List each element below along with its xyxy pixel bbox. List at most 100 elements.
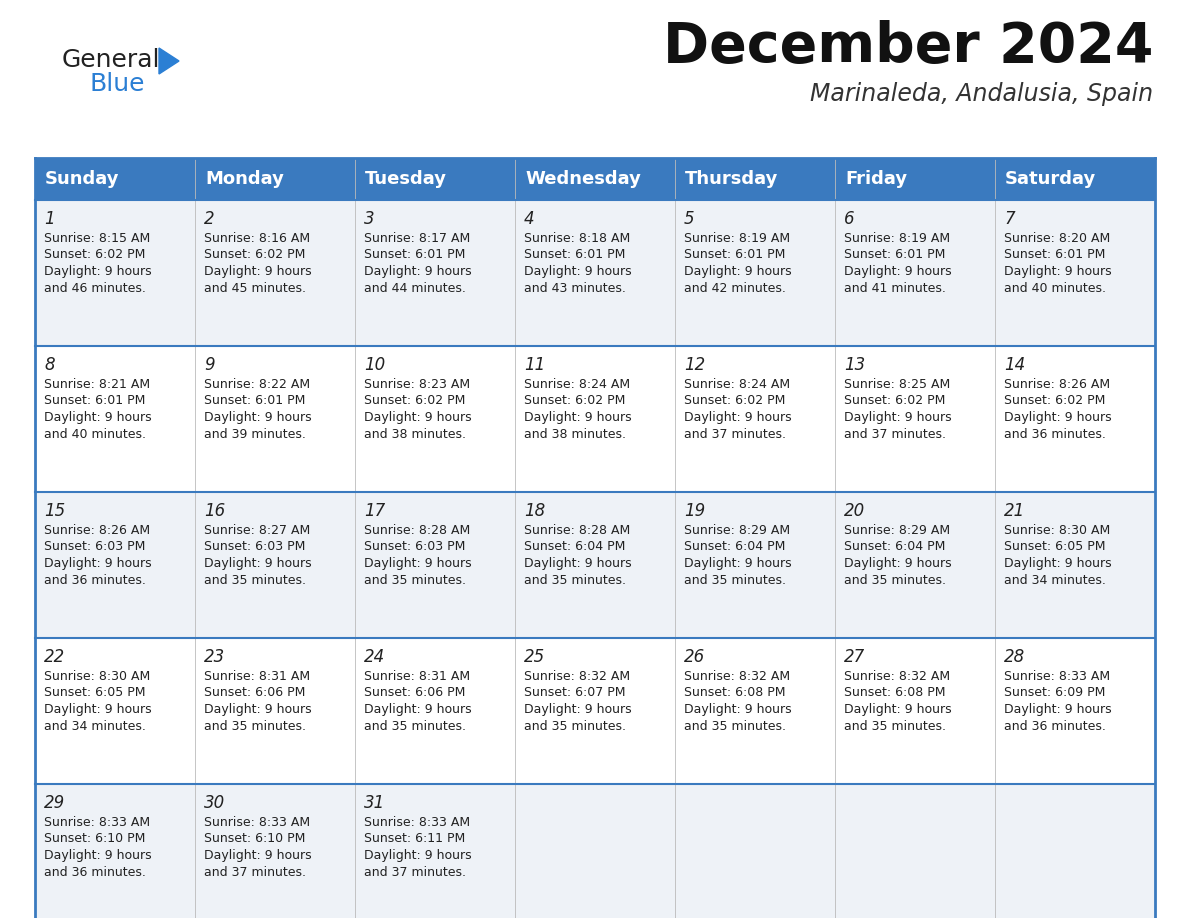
Text: 9: 9 bbox=[204, 356, 215, 374]
Text: 19: 19 bbox=[684, 502, 706, 520]
Text: 5: 5 bbox=[684, 210, 695, 228]
Text: Sunset: 6:01 PM: Sunset: 6:01 PM bbox=[44, 395, 145, 408]
Text: Daylight: 9 hours: Daylight: 9 hours bbox=[843, 411, 952, 424]
Text: Daylight: 9 hours: Daylight: 9 hours bbox=[684, 557, 791, 570]
Text: and 44 minutes.: and 44 minutes. bbox=[364, 282, 466, 295]
Text: Sunrise: 8:20 AM: Sunrise: 8:20 AM bbox=[1004, 232, 1111, 245]
Text: 14: 14 bbox=[1004, 356, 1025, 374]
Text: December 2024: December 2024 bbox=[663, 20, 1154, 74]
Text: and 35 minutes.: and 35 minutes. bbox=[204, 720, 307, 733]
Text: Daylight: 9 hours: Daylight: 9 hours bbox=[204, 557, 311, 570]
Text: Sunrise: 8:33 AM: Sunrise: 8:33 AM bbox=[364, 816, 470, 829]
Text: Sunset: 6:10 PM: Sunset: 6:10 PM bbox=[204, 833, 305, 845]
Text: Sunset: 6:06 PM: Sunset: 6:06 PM bbox=[364, 687, 466, 700]
Text: Sunrise: 8:33 AM: Sunrise: 8:33 AM bbox=[1004, 670, 1110, 683]
Text: Wednesday: Wednesday bbox=[525, 170, 640, 188]
Text: 23: 23 bbox=[204, 648, 226, 666]
Text: Monday: Monday bbox=[206, 170, 284, 188]
Text: and 43 minutes.: and 43 minutes. bbox=[524, 282, 626, 295]
Text: and 42 minutes.: and 42 minutes. bbox=[684, 282, 786, 295]
Text: Sunrise: 8:33 AM: Sunrise: 8:33 AM bbox=[204, 816, 310, 829]
Text: 24: 24 bbox=[364, 648, 385, 666]
Text: Sunrise: 8:32 AM: Sunrise: 8:32 AM bbox=[524, 670, 630, 683]
Text: Daylight: 9 hours: Daylight: 9 hours bbox=[524, 703, 632, 716]
Text: Tuesday: Tuesday bbox=[365, 170, 447, 188]
Text: and 36 minutes.: and 36 minutes. bbox=[44, 866, 146, 879]
Text: and 39 minutes.: and 39 minutes. bbox=[204, 428, 305, 441]
Text: Sunset: 6:03 PM: Sunset: 6:03 PM bbox=[44, 541, 145, 554]
Text: Daylight: 9 hours: Daylight: 9 hours bbox=[44, 849, 152, 862]
Text: Saturday: Saturday bbox=[1005, 170, 1097, 188]
Text: Sunset: 6:04 PM: Sunset: 6:04 PM bbox=[684, 541, 785, 554]
Text: Sunrise: 8:21 AM: Sunrise: 8:21 AM bbox=[44, 378, 150, 391]
Text: and 35 minutes.: and 35 minutes. bbox=[204, 574, 307, 587]
Text: Sunrise: 8:19 AM: Sunrise: 8:19 AM bbox=[843, 232, 950, 245]
Text: Sunset: 6:02 PM: Sunset: 6:02 PM bbox=[1004, 395, 1105, 408]
Text: Thursday: Thursday bbox=[685, 170, 778, 188]
Text: Daylight: 9 hours: Daylight: 9 hours bbox=[684, 703, 791, 716]
Text: 25: 25 bbox=[524, 648, 545, 666]
Text: Daylight: 9 hours: Daylight: 9 hours bbox=[524, 557, 632, 570]
Text: and 46 minutes.: and 46 minutes. bbox=[44, 282, 146, 295]
Text: 29: 29 bbox=[44, 794, 65, 812]
Text: Sunrise: 8:30 AM: Sunrise: 8:30 AM bbox=[1004, 524, 1111, 537]
Text: Sunset: 6:06 PM: Sunset: 6:06 PM bbox=[204, 687, 305, 700]
Text: Daylight: 9 hours: Daylight: 9 hours bbox=[1004, 265, 1112, 278]
Text: 1: 1 bbox=[44, 210, 55, 228]
Text: Marinaleda, Andalusia, Spain: Marinaleda, Andalusia, Spain bbox=[810, 82, 1154, 106]
Text: and 45 minutes.: and 45 minutes. bbox=[204, 282, 307, 295]
Text: Sunset: 6:01 PM: Sunset: 6:01 PM bbox=[524, 249, 625, 262]
Text: Sunrise: 8:27 AM: Sunrise: 8:27 AM bbox=[204, 524, 310, 537]
Text: 20: 20 bbox=[843, 502, 865, 520]
Bar bbox=[34, 492, 1155, 638]
Text: Daylight: 9 hours: Daylight: 9 hours bbox=[364, 703, 472, 716]
Text: 13: 13 bbox=[843, 356, 865, 374]
Text: Daylight: 9 hours: Daylight: 9 hours bbox=[1004, 411, 1112, 424]
Text: Daylight: 9 hours: Daylight: 9 hours bbox=[364, 849, 472, 862]
Text: 6: 6 bbox=[843, 210, 854, 228]
Text: Sunrise: 8:29 AM: Sunrise: 8:29 AM bbox=[843, 524, 950, 537]
Text: Sunset: 6:08 PM: Sunset: 6:08 PM bbox=[684, 687, 785, 700]
Text: Daylight: 9 hours: Daylight: 9 hours bbox=[684, 411, 791, 424]
Text: and 35 minutes.: and 35 minutes. bbox=[843, 574, 946, 587]
Text: Daylight: 9 hours: Daylight: 9 hours bbox=[204, 849, 311, 862]
Text: Daylight: 9 hours: Daylight: 9 hours bbox=[524, 411, 632, 424]
Text: and 36 minutes.: and 36 minutes. bbox=[1004, 720, 1106, 733]
Text: 4: 4 bbox=[524, 210, 535, 228]
Text: and 36 minutes.: and 36 minutes. bbox=[1004, 428, 1106, 441]
Text: Friday: Friday bbox=[845, 170, 908, 188]
Text: Sunrise: 8:29 AM: Sunrise: 8:29 AM bbox=[684, 524, 790, 537]
Text: Daylight: 9 hours: Daylight: 9 hours bbox=[843, 703, 952, 716]
Text: Sunset: 6:01 PM: Sunset: 6:01 PM bbox=[684, 249, 785, 262]
Bar bbox=[34, 200, 1155, 346]
Text: 3: 3 bbox=[364, 210, 374, 228]
Text: Sunset: 6:10 PM: Sunset: 6:10 PM bbox=[44, 833, 145, 845]
Text: Sunrise: 8:31 AM: Sunrise: 8:31 AM bbox=[364, 670, 470, 683]
Text: Sunrise: 8:18 AM: Sunrise: 8:18 AM bbox=[524, 232, 631, 245]
Text: 8: 8 bbox=[44, 356, 55, 374]
Text: Daylight: 9 hours: Daylight: 9 hours bbox=[44, 557, 152, 570]
Text: Sunrise: 8:31 AM: Sunrise: 8:31 AM bbox=[204, 670, 310, 683]
Text: and 38 minutes.: and 38 minutes. bbox=[364, 428, 466, 441]
Text: 27: 27 bbox=[843, 648, 865, 666]
Text: Sunrise: 8:23 AM: Sunrise: 8:23 AM bbox=[364, 378, 470, 391]
Text: Daylight: 9 hours: Daylight: 9 hours bbox=[204, 703, 311, 716]
Text: and 34 minutes.: and 34 minutes. bbox=[44, 720, 146, 733]
Text: Daylight: 9 hours: Daylight: 9 hours bbox=[684, 265, 791, 278]
Text: Sunset: 6:01 PM: Sunset: 6:01 PM bbox=[204, 395, 305, 408]
Text: Sunrise: 8:32 AM: Sunrise: 8:32 AM bbox=[684, 670, 790, 683]
Text: Daylight: 9 hours: Daylight: 9 hours bbox=[364, 411, 472, 424]
Text: and 40 minutes.: and 40 minutes. bbox=[44, 428, 146, 441]
Bar bbox=[34, 346, 1155, 492]
Text: Sunset: 6:03 PM: Sunset: 6:03 PM bbox=[364, 541, 466, 554]
Text: Daylight: 9 hours: Daylight: 9 hours bbox=[364, 557, 472, 570]
Text: Sunrise: 8:32 AM: Sunrise: 8:32 AM bbox=[843, 670, 950, 683]
Text: Daylight: 9 hours: Daylight: 9 hours bbox=[843, 265, 952, 278]
Text: Sunrise: 8:28 AM: Sunrise: 8:28 AM bbox=[524, 524, 631, 537]
Text: 7: 7 bbox=[1004, 210, 1015, 228]
Text: 28: 28 bbox=[1004, 648, 1025, 666]
Text: Sunrise: 8:17 AM: Sunrise: 8:17 AM bbox=[364, 232, 470, 245]
Text: and 38 minutes.: and 38 minutes. bbox=[524, 428, 626, 441]
Text: Daylight: 9 hours: Daylight: 9 hours bbox=[204, 411, 311, 424]
Text: and 37 minutes.: and 37 minutes. bbox=[204, 866, 307, 879]
